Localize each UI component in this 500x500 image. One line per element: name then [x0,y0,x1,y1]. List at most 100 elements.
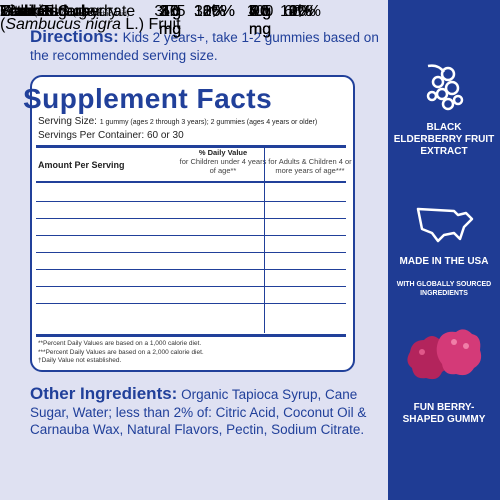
rule [36,334,346,337]
nutrient: Total Carbohydrate [0,3,136,20]
nutrient-line2: (Sambucus nigra L.) Fruit [0,16,181,34]
badge-elderberry: BLACK ELDERBERRY FRUIT EXTRACT [393,122,495,157]
badge-gummy: FUN BERRY-SHAPED GUMMY [402,402,486,425]
child-dv: 300% [194,3,235,20]
child-amount: 2 g [158,3,182,20]
nutrient-name: Added Sugar [8,3,101,21]
column-divider [264,148,265,333]
usa-map-icon [416,207,474,243]
facts-row: Total Sugars 2 g † 4 g † [0,3,500,51]
gummy-image [407,329,482,380]
adult-amount: 20 [251,3,269,20]
nutrient-note: (as Zinc Citrate) [34,11,85,18]
nutrient: Calories [0,3,59,20]
facts-row: Calories 10 20 [0,0,500,20]
row-rule [36,201,346,202]
child-dv: † [209,3,219,20]
child-dv: 2% [202,3,226,20]
footnote: ***Percent Daily Values are based on a 2… [38,348,204,356]
child-dv: 125% [194,3,235,20]
nutrient-name: Vitamin C (as Ascorbic Acid) [0,3,129,21]
nutrient: Vitamin C [0,3,70,20]
child-amount: 2 g [158,3,182,20]
nutrient-detail: ( [0,16,6,33]
nutrient-name: Black Elderberry [0,3,117,21]
row-rule [36,303,346,304]
facts-row: Black Elderberry (Sambucus nigra L.) Frui… [0,3,500,149]
child-amount: 50 mg [158,3,182,38]
nutrient-name: Total Sugars [0,3,89,21]
header-amount: Amount Per Serving [38,160,125,170]
badge-usa: MADE IN THE USA [399,256,489,267]
row-rule [36,269,346,270]
footnotes: **Percent Daily Values are based on a 1,… [38,340,204,366]
header-adults: for Adults & Children 4 or more years of… [268,157,352,175]
adult-amount: 7.5 mg [248,3,272,38]
table-header: Amount Per Serving % Daily Value for Chi… [38,148,352,180]
nutrient-name: Calories [0,3,59,21]
facts-row: Total Carbohydrate 3 g 2% 5 g 2% [0,3,500,34]
footnote: **Percent Daily Values are based on a 1,… [38,340,202,347]
adult-dv: 1% [288,3,312,20]
servings-per-container: Servings Per Container: 60 or 30 [38,130,184,141]
facts-row: Sodium 10 mg 1% 20 mg 1% [0,3,500,119]
serving-size-label: Serving Size: [38,116,97,127]
nutrient: Zinc [0,3,31,20]
child-dv: 1% [202,3,226,20]
serving-size: Serving Size: 1 gummy (ages 2 through 3 … [38,116,348,127]
rule [36,145,346,148]
serving-size-detail: 1 gummy (ages 2 through 3 years); 2 gumm… [99,119,318,126]
elderberry-icon [426,64,464,111]
directions: Directions: Kids 2 years+, take 1-2 gumm… [30,28,380,65]
nutrient-detail: L.) Fruit [120,16,181,33]
facts-row: Zinc (as Zinc Citrate) 3.75 mg 125% 7.5 mg 6… [0,3,500,102]
row-rule [36,218,346,219]
child-amount: 45 mg [158,3,182,38]
child-dv: † [209,3,219,20]
row-rule [36,235,346,236]
nutrient: Black Elderberry [0,3,118,20]
facts-row: Vitamin C (as Ascorbic Acid) 45 mg 300% 90 … [0,3,500,85]
ingredients-label: Other Ingredients: [30,384,178,403]
nutrient: Added Sugar [8,3,102,20]
row-rule [36,286,346,287]
adult-amount: 90 mg [248,3,272,38]
header-children: for Children under 4 years of age** [179,157,267,175]
adult-amount: 4 g [248,3,272,20]
child-amount: 10 mg [158,3,182,38]
adult-amount: 5 g [248,3,272,20]
nutrient-note: (as Ascorbic Acid) [73,11,130,18]
adult-dv: 2% [288,3,312,20]
child-amount: 10 [161,3,179,20]
adult-amount: 100 mg [246,3,274,38]
ingredients-text: Organic Tapioca Syrup, Cane Sugar, Water… [30,387,367,437]
nutrient: Total Sugars [0,3,89,20]
supplement-facts-box [30,75,355,372]
adult-amount: 20 mg [248,3,272,38]
other-ingredients: Other Ingredients: Organic Tapioca Syrup… [30,385,375,439]
footnote: †Daily Value not established. [38,357,122,364]
nutrient-name: Total Carbohydrate [0,3,135,21]
adult-dv: † [295,3,305,20]
nutrient-name: Zinc (as Zinc Citrate) [0,3,84,21]
facts-row: Added Sugar 2 g 8% 4 g 8% [0,3,500,68]
rule [36,181,346,183]
nutrient-name: Sodium [0,3,54,21]
directions-label: Directions: [30,27,119,46]
child-amount: 3 g [158,3,182,20]
badge-usa-detail: WITH GLOBALLY SOURCED INGREDIENTS [396,281,492,297]
child-dv: 8% [202,3,226,20]
row-rule [36,252,346,253]
directions-text: Kids 2 years+, take 1-2 gummies based on… [30,30,379,63]
child-amount: 3.75 mg [154,3,186,38]
header-dv: % Daily Value [198,148,248,157]
nutrient: Sodium [0,3,55,20]
adult-dv: † [295,3,305,20]
adult-amount: 4 g [248,3,272,20]
adult-dv: 68% [283,3,317,20]
facts-title: Supplement Facts [23,83,273,114]
nutrient-detail: Sambucus nigra [5,16,121,33]
adult-dv: 100% [280,3,321,20]
adult-dv: 8% [288,3,312,20]
